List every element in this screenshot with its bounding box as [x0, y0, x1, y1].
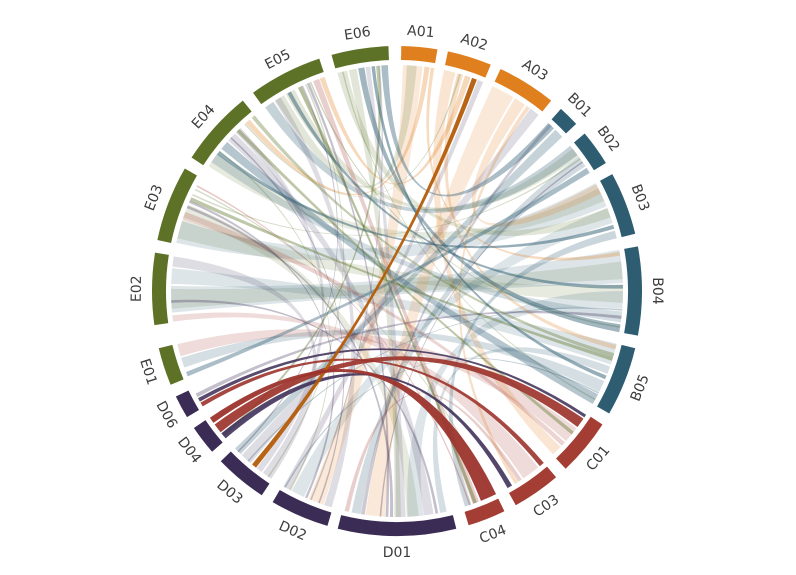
segment-label-D04: D04	[174, 434, 204, 466]
arc-segment-B01	[551, 108, 577, 134]
ribbon-B05-E04	[221, 141, 599, 404]
arc-segment-A02	[445, 51, 491, 78]
arc-segment-A03	[494, 68, 552, 112]
ribbon-E05-C04	[297, 86, 477, 504]
ribbon-A03-B03	[471, 98, 601, 227]
ribbon-B05-E02	[171, 268, 617, 365]
segment-label-D03: D03	[213, 477, 245, 508]
arc-segment-B05	[597, 344, 636, 414]
arc-segment-B03	[600, 174, 636, 238]
segment-label-D02: D02	[276, 518, 309, 544]
ribbons-layer	[171, 65, 623, 518]
arc-segment-E02	[151, 252, 169, 326]
segment-label-C01: C01	[583, 443, 613, 474]
ribbon-D01-E06	[365, 66, 406, 518]
arc-segment-D06	[175, 390, 199, 418]
segment-label-A01: A01	[406, 23, 435, 41]
ribbon-B04-D01	[407, 291, 623, 517]
arc-segment-D03	[220, 451, 270, 496]
ribbon-C04-D04	[209, 369, 497, 501]
segment-label-E05: E05	[262, 47, 293, 73]
arc-segment-E01	[158, 344, 184, 385]
arc-segment-D04	[193, 420, 223, 452]
ribbon-A01-D02	[308, 65, 423, 505]
segment-label-B04: B04	[649, 277, 665, 305]
ribbon-E03-B04	[177, 219, 623, 303]
segment-label-E02: E02	[129, 275, 145, 302]
arc-segment-B04	[624, 246, 643, 336]
segment-label-A02: A02	[459, 31, 490, 54]
ribbon-D02-A02	[283, 80, 484, 490]
segment-label-B05: B05	[628, 372, 653, 403]
segment-label-E01: E01	[136, 357, 159, 387]
arc-segment-D01	[337, 515, 457, 536]
ribbon-A03-D01	[365, 86, 514, 517]
segment-label-E04: E04	[189, 102, 219, 133]
segment-label-E03: E03	[142, 183, 166, 214]
segment-label-B03: B03	[627, 182, 652, 213]
ribbon-B05-D01	[432, 347, 611, 513]
ribbon-B03-E03	[176, 183, 607, 261]
ribbon-B03-C04	[448, 230, 617, 507]
ribbon-B04-E06	[358, 67, 621, 333]
arc-segment-C03	[508, 466, 557, 506]
ribbon-E03-B05	[189, 197, 614, 361]
ribbon-E05-B02	[285, 89, 579, 212]
ribbon-E06-B03	[337, 70, 611, 236]
ribbon-D04-C03	[221, 373, 513, 489]
ribbon-B04-E02	[171, 249, 623, 313]
segment-label-C03: C03	[530, 492, 562, 521]
arc-segment-E05	[252, 58, 324, 105]
segment-label-D01: D01	[383, 545, 412, 561]
ribbon-A02-E05	[319, 75, 471, 185]
ribbon-A01-E04	[245, 66, 430, 196]
segment-label-B02: B02	[594, 123, 623, 155]
arc-segment-E04	[191, 100, 252, 166]
arc-segment-D02	[272, 490, 332, 526]
ribbon-D01-E05	[306, 82, 390, 517]
segment-label-C04: C04	[477, 522, 509, 547]
segment-label-A03: A03	[519, 56, 551, 84]
ribbon-C04-E05	[313, 78, 480, 504]
segment-label-E06: E06	[343, 24, 372, 44]
ribbon-B02-E05	[265, 101, 578, 213]
arc-segment-C04	[464, 498, 505, 526]
ribbon-C01-E01	[177, 329, 577, 442]
arc-segment-B02	[573, 133, 606, 171]
arc-segment-A01	[401, 46, 438, 64]
ribbon-E06-D01	[348, 68, 401, 517]
segment-label-D06: D06	[152, 399, 180, 432]
arc-segment-C01	[556, 416, 603, 469]
ribbon-B01-E06	[381, 65, 554, 197]
ribbon-E02-B04	[171, 261, 623, 309]
arc-segment-E03	[157, 168, 197, 243]
arc-segment-E06	[331, 46, 389, 69]
arcs-layer	[151, 46, 643, 536]
